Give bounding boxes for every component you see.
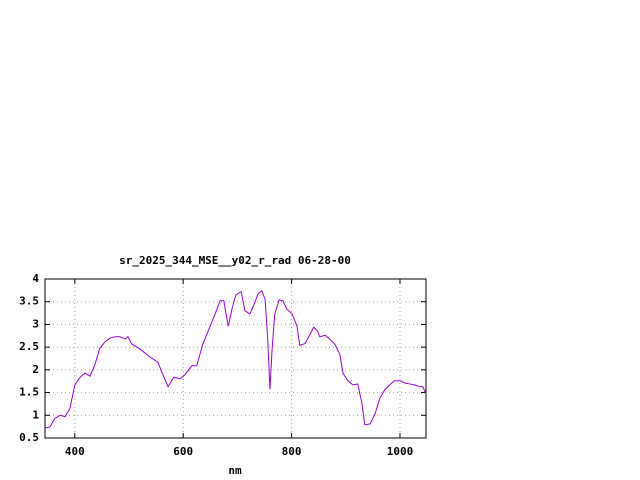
y-tick-label: 2: [32, 363, 39, 376]
x-tick-label: 400: [65, 445, 85, 458]
y-tick-label: 1: [32, 408, 39, 421]
y-tick-label: 4: [32, 272, 39, 285]
plot-frame: [44, 278, 427, 439]
y-tick-label: 1.5: [19, 386, 39, 399]
y-tick-label: 0.5: [19, 431, 39, 444]
x-tick-label: 800: [282, 445, 302, 458]
y-tick-label: 3.5: [19, 295, 39, 308]
x-tick-label: 600: [173, 445, 193, 458]
y-tick-label: 3: [32, 317, 39, 330]
x-axis-label: nm: [228, 464, 242, 477]
chart-title: sr_2025_344_MSE__y02_r_rad 06-28-00: [119, 254, 351, 267]
x-tick-label: 1000: [387, 445, 414, 458]
y-tick-label: 2.5: [19, 340, 39, 353]
data-line: [44, 289, 427, 429]
